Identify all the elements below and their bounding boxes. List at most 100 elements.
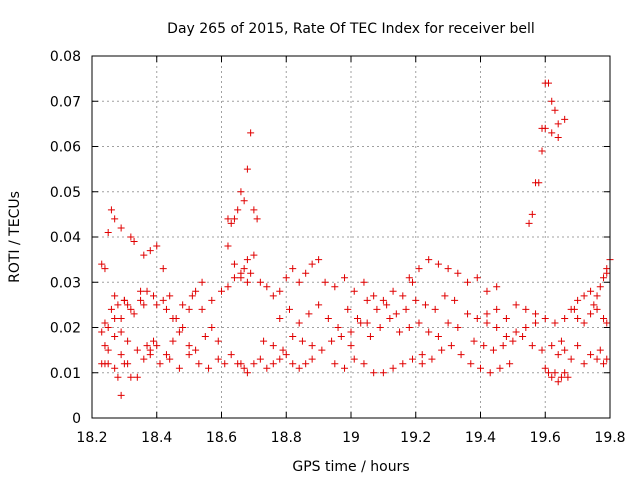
data-point bbox=[169, 337, 177, 345]
data-point bbox=[409, 355, 417, 363]
data-point bbox=[574, 314, 582, 322]
data-point bbox=[205, 364, 213, 372]
data-point bbox=[574, 296, 582, 304]
y-tick-label: 0.06 bbox=[50, 140, 81, 156]
x-tick-label: 19.6 bbox=[530, 430, 561, 446]
data-point bbox=[179, 301, 187, 309]
data-point bbox=[457, 351, 465, 359]
data-point bbox=[137, 296, 145, 304]
data-point bbox=[600, 314, 608, 322]
data-point bbox=[282, 274, 290, 282]
data-point bbox=[402, 305, 410, 313]
data-point bbox=[227, 219, 235, 227]
data-point bbox=[124, 301, 132, 309]
data-point bbox=[224, 215, 232, 223]
data-point bbox=[434, 260, 442, 268]
data-point bbox=[444, 319, 452, 327]
data-point bbox=[315, 256, 323, 264]
data-point bbox=[276, 314, 284, 322]
data-point bbox=[370, 369, 378, 377]
data-point bbox=[425, 328, 433, 336]
data-point bbox=[431, 305, 439, 313]
data-point bbox=[337, 333, 345, 341]
data-point bbox=[392, 310, 400, 318]
data-point bbox=[350, 355, 358, 363]
x-tick-label: 18.6 bbox=[206, 430, 237, 446]
data-point bbox=[473, 314, 481, 322]
data-point bbox=[230, 260, 238, 268]
x-tick-label: 19.4 bbox=[465, 430, 496, 446]
data-point bbox=[324, 314, 332, 322]
data-point bbox=[166, 355, 174, 363]
data-point bbox=[150, 292, 158, 300]
data-point bbox=[247, 269, 255, 277]
data-point bbox=[434, 333, 442, 341]
data-point bbox=[421, 301, 429, 309]
data-point bbox=[250, 360, 258, 368]
data-point bbox=[587, 287, 595, 295]
data-point bbox=[331, 360, 339, 368]
y-tick-label: 0.05 bbox=[50, 185, 81, 201]
data-point bbox=[111, 292, 119, 300]
data-point bbox=[528, 210, 536, 218]
data-point bbox=[596, 346, 604, 354]
data-point bbox=[146, 247, 154, 255]
data-point bbox=[127, 233, 135, 241]
data-point bbox=[104, 346, 112, 354]
data-point bbox=[557, 337, 565, 345]
data-point bbox=[237, 360, 245, 368]
data-point bbox=[386, 314, 394, 322]
data-point bbox=[133, 373, 141, 381]
x-tick-label: 18.4 bbox=[141, 430, 172, 446]
data-point bbox=[269, 342, 277, 350]
data-point bbox=[175, 364, 183, 372]
data-point bbox=[269, 292, 277, 300]
data-point bbox=[483, 287, 491, 295]
data-point bbox=[493, 324, 501, 331]
data-point bbox=[140, 301, 148, 309]
data-point bbox=[499, 342, 507, 350]
data-point bbox=[240, 197, 248, 205]
data-point bbox=[137, 287, 145, 295]
data-point bbox=[101, 342, 109, 350]
data-point bbox=[561, 369, 569, 377]
data-point bbox=[538, 346, 546, 354]
data-point bbox=[373, 305, 381, 313]
data-point bbox=[107, 206, 115, 214]
data-point bbox=[350, 287, 358, 295]
data-point bbox=[580, 319, 588, 327]
data-point bbox=[111, 333, 119, 341]
data-point bbox=[486, 369, 494, 377]
data-point bbox=[237, 188, 245, 196]
data-point bbox=[247, 129, 255, 137]
data-point bbox=[334, 324, 342, 331]
data-point bbox=[263, 283, 271, 291]
data-point bbox=[308, 260, 316, 268]
data-point bbox=[185, 351, 193, 359]
data-point bbox=[438, 346, 446, 354]
data-point bbox=[240, 364, 248, 372]
data-point bbox=[221, 360, 229, 368]
data-point bbox=[166, 292, 174, 300]
data-point bbox=[107, 305, 115, 313]
data-point bbox=[237, 274, 245, 282]
data-point bbox=[399, 292, 407, 300]
y-tick-label: 0.01 bbox=[50, 366, 81, 382]
data-point bbox=[308, 342, 316, 350]
data-point bbox=[580, 292, 588, 300]
y-tick-label: 0.04 bbox=[50, 230, 81, 246]
data-point bbox=[260, 337, 268, 345]
data-point bbox=[101, 319, 109, 327]
data-point bbox=[308, 355, 316, 363]
data-point bbox=[124, 337, 132, 345]
data-point bbox=[192, 346, 200, 354]
data-point bbox=[587, 310, 595, 318]
data-point bbox=[561, 314, 569, 322]
data-point bbox=[541, 124, 549, 132]
data-point bbox=[208, 324, 216, 331]
data-point bbox=[198, 278, 206, 286]
data-point bbox=[489, 346, 497, 354]
data-point bbox=[250, 206, 258, 214]
data-point bbox=[519, 333, 527, 341]
data-point bbox=[214, 337, 222, 345]
